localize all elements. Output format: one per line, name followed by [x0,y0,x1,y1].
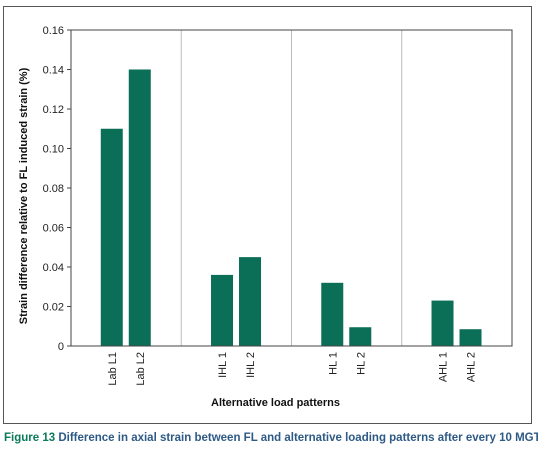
y-tick-label: 0.08 [43,183,64,195]
x-tick-label: AHL 2 [466,352,478,382]
y-tick-label: 0.04 [43,262,64,274]
grid-layer [180,30,403,346]
x-tick-label: AHL 1 [438,352,450,382]
bar-ahl-2 [459,329,482,346]
plot-area-border [70,29,513,347]
y-tick-label: 0.14 [43,65,64,77]
bar-ahl-1 [431,300,454,346]
x-tick-label: HL 1 [327,352,339,375]
x-tick-label: Lab L1 [107,352,119,386]
bar-layer [100,69,482,346]
y-tick-label: 0.06 [43,223,64,235]
y-tick-label: 0.16 [43,25,64,37]
y-tick-label: 0.10 [43,144,64,156]
chart-frame [3,6,532,424]
x-axis-label: Alternative load patterns [211,397,340,409]
y-tick-label: 0.02 [43,302,64,314]
x-tick-label: HL 2 [355,352,367,375]
y-axis-ticks: 0 0.02 0.04 0.06 0.08 0.10 0.12 0.14 0.16 [43,25,71,353]
x-tick-label: IHL 2 [245,352,257,378]
x-axis-ticks: Lab L1 Lab L2 IHL 1 IHL 2 HL 1 HL 2 AHL 1 AHL 2 [107,352,478,386]
figure-caption-label: Figure 13 [4,432,56,444]
bar-chart: 0 0.02 0.04 0.06 0.08 0.10 0.12 0.14 0.16 Lab L1… [18,25,513,409]
bar-lab-l2 [128,69,151,346]
y-axis-label: Strain difference relative to FL induced… [18,67,30,324]
figure-caption: Figure 13 Difference in axial strain bet… [4,432,538,444]
y-tick-label: 0 [58,341,64,353]
bar-ihl-1 [211,274,234,346]
bar-hl-2 [349,327,372,346]
bar-hl-1 [321,282,344,346]
x-tick-label: IHL 1 [217,352,229,378]
y-tick-label: 0.12 [43,104,64,116]
figure-caption-text: Difference in axial strain between FL an… [55,432,538,444]
x-tick-label: Lab L2 [135,352,147,386]
bar-ihl-2 [239,257,262,346]
bar-lab-l1 [100,128,123,346]
